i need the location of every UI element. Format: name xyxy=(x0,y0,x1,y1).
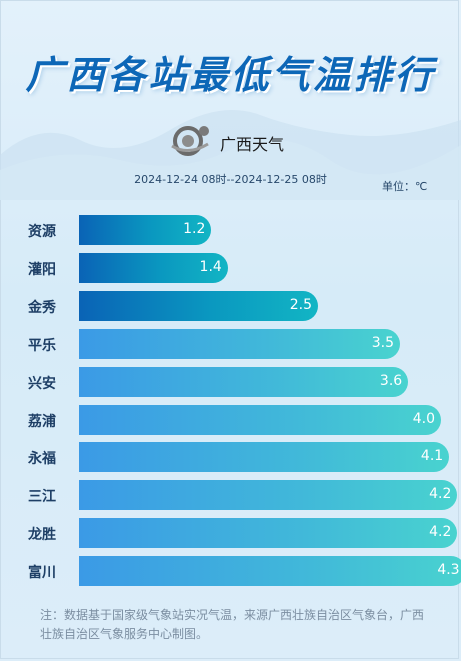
value-label: 3.6 xyxy=(379,372,403,389)
mountain-background xyxy=(0,110,461,200)
value-label: 4.1 xyxy=(420,448,444,465)
footer-note: 注：数据基于国家级气象站实况气温，来源广西壮族自治区气象台，广西壮族自治区气象服… xyxy=(40,608,425,641)
temperature-bar: 4.0 xyxy=(79,404,441,435)
logo-text: 广西天气 xyxy=(220,135,285,154)
bar-row: 平乐 3.5 xyxy=(0,328,461,359)
station-label: 兴安 xyxy=(28,375,56,392)
value-label: 3.5 xyxy=(371,334,394,351)
bar-row: 灌阳 1.4 xyxy=(0,252,461,283)
bar-row: 富川 4.3 xyxy=(0,556,461,587)
bar-row: 龙胜 4.2 xyxy=(0,518,461,549)
station-label: 荔浦 xyxy=(28,413,56,430)
temperature-bar: 3.5 xyxy=(79,328,400,359)
value-label: 4.3 xyxy=(437,562,460,579)
temperature-bar: 4.1 xyxy=(79,442,450,473)
weather-logo-icon xyxy=(171,126,209,156)
value-label: 4.2 xyxy=(429,486,452,503)
temperature-bar: 2.5 xyxy=(79,290,318,321)
value-label: 1.4 xyxy=(199,258,222,275)
unit-label: 单位：℃ xyxy=(382,180,428,193)
temperature-bar: 1.4 xyxy=(79,252,228,283)
station-label: 永福 xyxy=(28,451,56,468)
bar-row: 永福 4.1 xyxy=(0,442,461,473)
bar-row: 兴安 3.6 xyxy=(0,366,461,397)
value-label: 1.2 xyxy=(183,221,206,237)
page-title: 广西各站最低气温排行 xyxy=(25,53,436,97)
station-label: 灌阳 xyxy=(28,261,56,278)
temperature-bar: 4.2 xyxy=(79,518,458,549)
value-label: 4.0 xyxy=(412,410,435,427)
station-label: 资源 xyxy=(28,224,56,240)
bar-row: 荔浦 4.0 xyxy=(0,404,461,435)
time-period: 2024-12-24 08时--2024-12-25 08时 xyxy=(134,173,327,186)
value-label: 2.5 xyxy=(289,296,312,313)
station-label: 富川 xyxy=(28,565,56,582)
station-label: 三江 xyxy=(28,489,56,506)
temperature-bar: 3.6 xyxy=(79,366,409,397)
station-label: 龙胜 xyxy=(28,527,56,544)
bar-row: 资源 1.2 xyxy=(0,215,461,245)
bar-row: 三江 4.2 xyxy=(0,480,461,511)
station-label: 金秀 xyxy=(28,299,56,316)
temperature-bar: 1.2 xyxy=(79,215,212,245)
value-label: 4.2 xyxy=(429,524,452,541)
station-label: 平乐 xyxy=(28,337,56,354)
temperature-bar: 4.2 xyxy=(79,480,458,511)
bar-row: 金秀 2.5 xyxy=(0,290,461,321)
temperature-bar: 4.3 xyxy=(79,556,461,587)
